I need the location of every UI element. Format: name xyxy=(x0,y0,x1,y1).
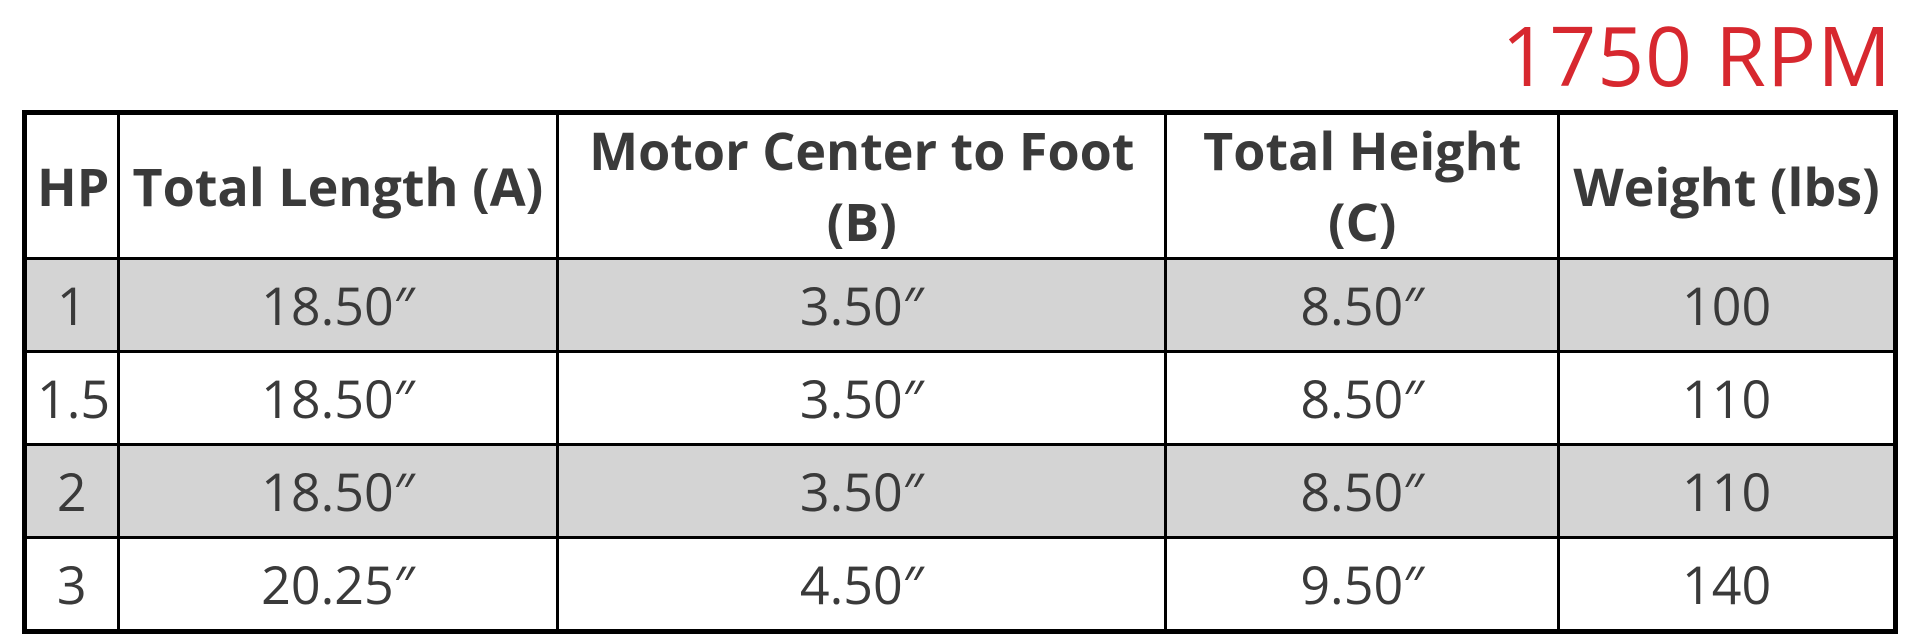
cell-center: 3.50″ xyxy=(558,352,1166,445)
cell-weight: 100 xyxy=(1559,259,1896,352)
cell-center: 3.50″ xyxy=(558,259,1166,352)
col-header-height: Total Height (C) xyxy=(1166,113,1559,259)
table-row: 1.518.50″3.50″8.50″110 xyxy=(25,352,1896,445)
cell-height: 8.50″ xyxy=(1166,352,1559,445)
col-header-hp: HP xyxy=(25,113,119,259)
spec-table-header-row: HPTotal Length (A)Motor Center to Foot (… xyxy=(25,113,1896,259)
cell-weight: 110 xyxy=(1559,445,1896,538)
cell-center: 4.50″ xyxy=(558,538,1166,632)
table-row: 320.25″4.50″9.50″140 xyxy=(25,538,1896,632)
cell-weight: 140 xyxy=(1559,538,1896,632)
col-header-center: Motor Center to Foot (B) xyxy=(558,113,1166,259)
cell-center: 3.50″ xyxy=(558,445,1166,538)
cell-height: 9.50″ xyxy=(1166,538,1559,632)
spec-table: HPTotal Length (A)Motor Center to Foot (… xyxy=(22,110,1898,634)
cell-height: 8.50″ xyxy=(1166,445,1559,538)
table-row: 118.50″3.50″8.50″100 xyxy=(25,259,1896,352)
cell-hp: 1.5 xyxy=(25,352,119,445)
cell-len: 18.50″ xyxy=(118,445,558,538)
cell-len: 20.25″ xyxy=(118,538,558,632)
col-header-weight: Weight (lbs) xyxy=(1559,113,1896,259)
cell-weight: 110 xyxy=(1559,352,1896,445)
cell-len: 18.50″ xyxy=(118,352,558,445)
col-header-len: Total Length (A) xyxy=(118,113,558,259)
page-title: 1750 RPM xyxy=(22,14,1892,96)
spec-table-head: HPTotal Length (A)Motor Center to Foot (… xyxy=(25,113,1896,259)
spec-table-body: 118.50″3.50″8.50″1001.518.50″3.50″8.50″1… xyxy=(25,259,1896,632)
cell-hp: 3 xyxy=(25,538,119,632)
cell-len: 18.50″ xyxy=(118,259,558,352)
cell-height: 8.50″ xyxy=(1166,259,1559,352)
cell-hp: 1 xyxy=(25,259,119,352)
cell-hp: 2 xyxy=(25,445,119,538)
table-row: 218.50″3.50″8.50″110 xyxy=(25,445,1896,538)
page-container: 1750 RPM HPTotal Length (A)Motor Center … xyxy=(0,0,1920,618)
